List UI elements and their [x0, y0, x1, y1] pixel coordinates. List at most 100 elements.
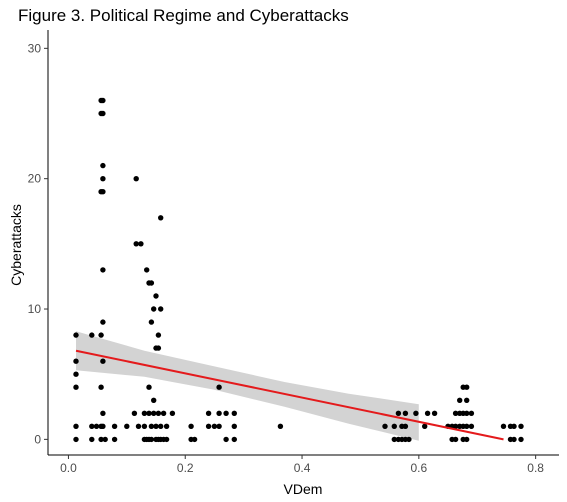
data-point [205, 410, 212, 416]
data-point [216, 423, 222, 429]
data-point [73, 371, 79, 377]
data-point [402, 423, 409, 429]
data-point [160, 410, 167, 416]
data-point [511, 436, 517, 443]
data-point [153, 423, 159, 429]
data-point [73, 436, 79, 443]
x-tick-label: 0.6 [410, 461, 427, 475]
data-point [100, 319, 106, 325]
x-axis-title: VDem [284, 481, 323, 497]
data-point [133, 176, 139, 182]
data-point [131, 410, 138, 416]
data-point [518, 436, 524, 443]
data-point [148, 423, 155, 429]
data-point [464, 410, 470, 416]
chart-title: Figure 3. Political Regime and Cyberatta… [18, 6, 349, 25]
data-point [141, 410, 148, 416]
data-point [89, 436, 95, 443]
data-point [111, 436, 118, 443]
data-point [148, 280, 155, 286]
data-point [100, 97, 106, 104]
data-point [73, 423, 79, 429]
data-point [231, 410, 237, 416]
data-point [391, 423, 397, 429]
x-tick-label: 0.8 [527, 461, 544, 475]
fit-line-layer [75, 349, 504, 441]
data-point [382, 423, 388, 429]
data-point [402, 410, 409, 416]
data-point [457, 397, 463, 403]
data-point [205, 423, 212, 429]
data-point [452, 436, 459, 443]
y-tick-label: 10 [28, 302, 42, 316]
data-point [464, 423, 470, 429]
data-point [100, 358, 106, 364]
data-point [424, 410, 431, 416]
data-point [500, 423, 507, 429]
data-point [111, 423, 118, 429]
data-point [155, 410, 162, 416]
data-point [100, 189, 106, 195]
data-point [518, 423, 524, 429]
data-point [148, 319, 155, 325]
data-point [223, 436, 229, 443]
data-point [153, 293, 159, 299]
data-point [73, 358, 79, 364]
data-point [191, 436, 198, 443]
data-point [124, 423, 130, 429]
data-point [395, 410, 402, 416]
data-point [413, 410, 419, 416]
data-point [464, 397, 470, 403]
data-point [158, 423, 164, 429]
y-axis-title: Cyberattacks [8, 204, 24, 286]
data-point [216, 384, 222, 390]
y-tick-label: 20 [28, 172, 42, 186]
x-tick-label: 0.4 [294, 461, 311, 475]
data-point [138, 241, 144, 247]
data-point [73, 332, 79, 338]
data-point [155, 345, 162, 351]
data-point [211, 423, 218, 429]
data-point [406, 436, 412, 443]
data-point [158, 306, 164, 312]
data-point [231, 436, 237, 443]
data-point [151, 410, 157, 416]
data-point [188, 423, 194, 429]
axes: 0.0 0.2 0.4 0.6 0.8 0 10 20 30 [28, 30, 559, 475]
data-point [511, 423, 517, 429]
data-point [464, 384, 470, 390]
data-point [452, 410, 459, 416]
data-point [422, 423, 428, 429]
data-point [163, 436, 170, 443]
x-tick-label: 0.0 [60, 461, 77, 475]
data-point [155, 332, 162, 338]
data-point [100, 162, 106, 169]
data-point [100, 110, 106, 117]
data-point [100, 410, 106, 416]
data-point [468, 423, 475, 429]
data-point [98, 384, 104, 390]
data-point [277, 423, 284, 429]
data-point [100, 423, 106, 429]
data-point [146, 410, 152, 416]
y-tick-label: 30 [28, 41, 42, 55]
data-point [431, 410, 438, 416]
data-point [73, 384, 79, 390]
data-point [169, 410, 176, 416]
data-point [141, 423, 148, 429]
data-point [391, 436, 397, 443]
data-point [163, 423, 170, 429]
data-point [89, 332, 95, 338]
data-point [144, 267, 150, 273]
data-point [452, 423, 459, 429]
data-point [464, 436, 470, 443]
data-point [89, 423, 95, 429]
data-point [158, 215, 164, 221]
data-point [146, 384, 152, 390]
x-tick-label: 0.2 [177, 461, 194, 475]
data-point [98, 332, 104, 338]
data-point [468, 410, 475, 416]
data-point [100, 176, 106, 182]
data-point [216, 410, 222, 416]
